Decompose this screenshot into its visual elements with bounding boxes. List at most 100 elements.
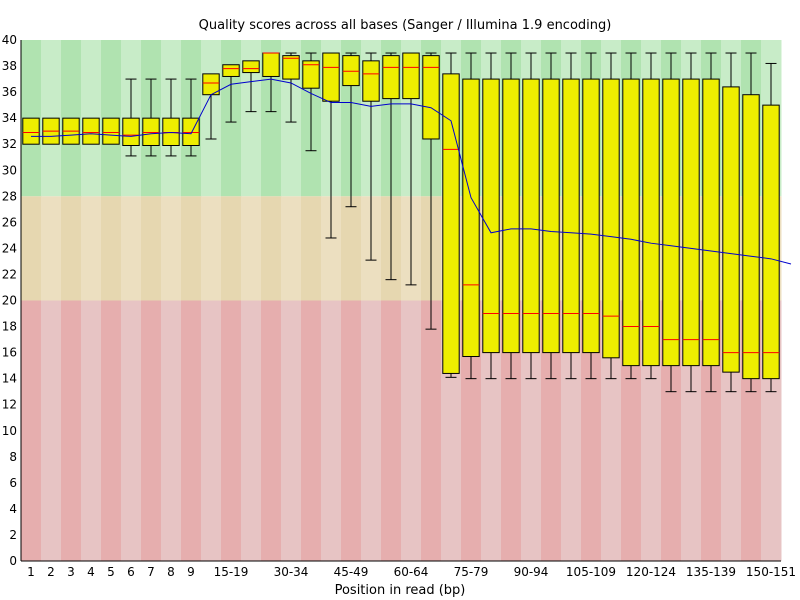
y-tick-label: 40 <box>2 33 17 47</box>
band-cell <box>381 300 402 561</box>
band-cell <box>581 300 602 561</box>
box <box>422 55 440 140</box>
y-tick-label: 22 <box>2 267 17 281</box>
x-tick-label: 30-34 <box>274 565 309 579</box>
band-cell <box>41 196 62 301</box>
box <box>262 52 280 77</box>
band-cell <box>501 300 522 561</box>
box <box>482 78 500 354</box>
box <box>322 52 340 102</box>
box <box>562 78 580 354</box>
band-cell <box>261 196 282 301</box>
band-cell <box>201 196 222 301</box>
band-cell <box>321 300 342 561</box>
x-tick-label: 8 <box>167 565 175 579</box>
y-tick-label: 18 <box>2 320 17 334</box>
box <box>542 78 560 354</box>
x-tick-label: 105-109 <box>566 565 616 579</box>
box <box>342 55 360 87</box>
band-cell <box>81 196 102 301</box>
box <box>142 117 160 147</box>
y-tick-label: 34 <box>2 111 17 125</box>
band-cell <box>541 300 562 561</box>
boxes <box>22 52 780 380</box>
band-cell <box>221 196 242 301</box>
box <box>582 78 600 354</box>
band-cell <box>41 300 62 561</box>
box <box>242 60 260 74</box>
y-tick-label: 14 <box>2 372 17 386</box>
band-cell <box>241 196 262 301</box>
band-cell <box>601 300 622 561</box>
y-tick-label: 24 <box>2 241 17 255</box>
band-cell <box>181 300 202 561</box>
x-tick-label: 60-64 <box>394 565 429 579</box>
y-tick-label: 8 <box>9 450 17 464</box>
box <box>722 86 740 373</box>
axes <box>20 40 781 562</box>
band-cell <box>481 300 502 561</box>
y-tick-label: 20 <box>2 294 17 308</box>
band-cell <box>121 300 142 561</box>
y-tick-label: 16 <box>2 346 17 360</box>
box <box>22 117 40 145</box>
band-cell <box>141 300 162 561</box>
x-tick-label: 45-49 <box>334 565 369 579</box>
band-cell <box>161 300 182 561</box>
x-tick-label: 3 <box>67 565 75 579</box>
y-tick-label: 28 <box>2 189 17 203</box>
x-axis-label: Position in read (bp) <box>335 583 466 598</box>
x-tick-label: 2 <box>47 565 55 579</box>
box <box>462 78 480 358</box>
x-axis-ticks: 1 2 3 4 5 6 7 8 9 15-19 30-34 45-49 60-64 75-79 90-94 1… <box>27 565 796 579</box>
y-tick-label: 12 <box>2 398 17 412</box>
band-cell <box>81 300 102 561</box>
box <box>362 60 380 102</box>
y-tick-label: 10 <box>2 424 17 438</box>
band-cell <box>61 196 82 301</box>
x-tick-label: 5 <box>107 565 115 579</box>
band-cell <box>61 300 82 561</box>
band-cell <box>281 300 302 561</box>
box <box>742 94 760 380</box>
y-tick-label: 26 <box>2 215 17 229</box>
x-tick-label: 120-124 <box>626 565 676 579</box>
band-cell <box>561 300 582 561</box>
band-cell <box>21 196 42 301</box>
band-cell <box>101 300 122 561</box>
x-tick-label: 135-139 <box>686 565 736 579</box>
whiskers <box>125 52 777 393</box>
band-cell <box>361 300 382 561</box>
box <box>122 117 140 147</box>
band-cell <box>301 196 322 301</box>
band-cell <box>321 196 342 301</box>
x-tick-label: 150-151 <box>746 565 796 579</box>
band-cell <box>461 300 482 561</box>
chart-title: Quality scores across all bases (Sanger … <box>199 18 612 33</box>
box <box>642 78 660 367</box>
y-tick-label: 32 <box>2 137 17 151</box>
band-cell <box>141 196 162 301</box>
band-cell <box>281 196 302 301</box>
band-cell <box>101 196 122 301</box>
band-cell <box>301 300 322 561</box>
x-tick-label: 6 <box>127 565 135 579</box>
box <box>502 78 520 354</box>
band-cell <box>261 40 282 197</box>
band-cell <box>261 300 282 561</box>
band-cell <box>201 300 222 561</box>
box <box>282 55 300 80</box>
y-tick-label: 30 <box>2 163 17 177</box>
box <box>702 78 720 367</box>
band-cell <box>221 300 242 561</box>
box <box>402 52 420 100</box>
band-cell <box>421 300 442 561</box>
x-tick-label: 90-94 <box>514 565 549 579</box>
box <box>762 104 780 380</box>
band-cell <box>181 196 202 301</box>
band-cell <box>521 300 542 561</box>
x-tick-label: 15-19 <box>214 565 249 579</box>
x-tick-label: 75-79 <box>454 565 489 579</box>
